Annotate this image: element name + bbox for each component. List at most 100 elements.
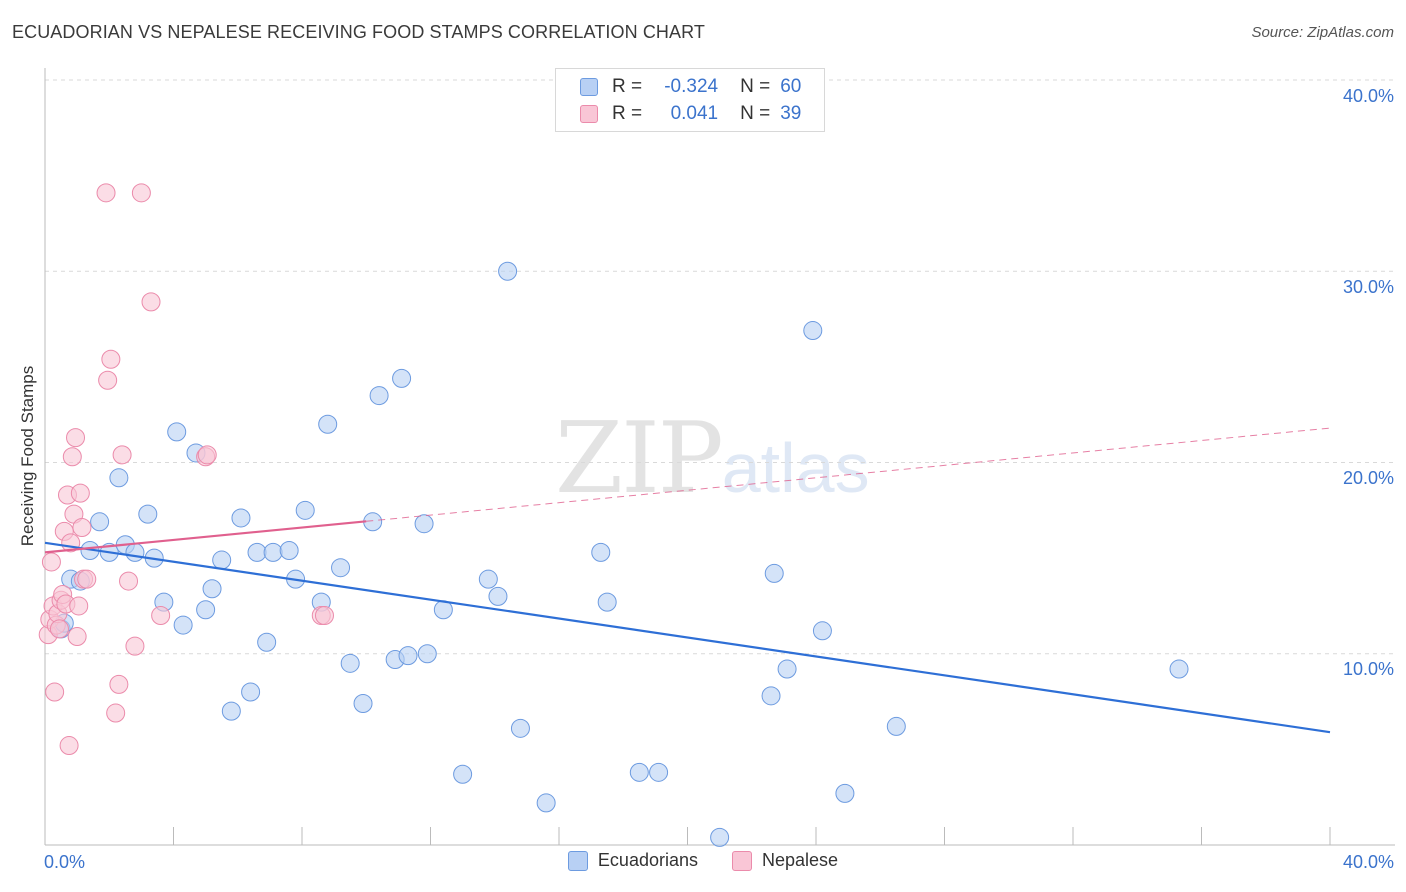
nepalese-point (59, 736, 79, 756)
ecuadorians-point (196, 600, 216, 620)
x-tick-label-40: 40.0% (1342, 852, 1394, 872)
ecuadorians-point (803, 321, 823, 341)
nepalese-point (67, 627, 87, 647)
source-credit: Source: ZipAtlas.com (1251, 24, 1394, 41)
chart-title: ECUADORIAN VS NEPALESE RECEIVING FOOD ST… (12, 22, 705, 42)
ecuadorians-point (886, 716, 906, 736)
nepalese-point (70, 483, 90, 503)
nepalese-point (125, 636, 145, 656)
ecuadorians-point (263, 542, 283, 562)
nepalese-point (101, 349, 121, 369)
y-tick-label-30: 30.0% (1342, 277, 1394, 297)
n-value: 39 (780, 103, 802, 124)
ecuadorians-point (398, 646, 418, 666)
ecuadorians-point (710, 827, 730, 847)
nepalese-point (314, 606, 334, 625)
ecuadorians-point (125, 542, 145, 562)
nepalese-point (41, 552, 61, 572)
y-tick-label-40: 40.0% (1342, 86, 1394, 106)
ecuadorians-point (453, 764, 473, 784)
ecuadorians-point (591, 542, 611, 562)
nepalese-point (62, 447, 82, 467)
nepalese-trend-line-extension (366, 427, 1331, 522)
ecuadorians-point (649, 762, 669, 782)
nepalese-swatch (580, 105, 598, 123)
legend-item-ecuadorians[interactable]: Ecuadorians (567, 850, 698, 871)
x-tick-label-0: 0.0% (44, 852, 86, 872)
ecuadorians-point (536, 793, 556, 813)
ecuadorians-point (417, 644, 437, 664)
watermark: ZIPatlas (555, 402, 870, 516)
legend-item-nepalese[interactable]: Nepalese (732, 850, 838, 871)
ecuadorians-point (488, 586, 508, 606)
nepalese-legend-swatch (732, 850, 752, 871)
nepalese-point (106, 703, 126, 723)
ecuadorians-point (835, 783, 855, 803)
ecuadorians-point (212, 550, 232, 570)
nepalese-point (131, 183, 151, 203)
ecuadorians-point (295, 500, 315, 520)
r-value: -0.324 (664, 76, 719, 97)
nepalese-point (66, 428, 86, 448)
ecuadorians-point (777, 659, 797, 679)
ecuadorians-point (257, 632, 277, 652)
ecuadorians-point (392, 368, 412, 388)
ecuadorians-point (231, 508, 251, 528)
ecuadorians-point (629, 762, 649, 782)
y-axis-label: Receiving Food Stamps (18, 365, 37, 547)
y-tick-label-10: 10.0% (1342, 659, 1394, 679)
nepalese-point (77, 569, 97, 589)
series-legend: Ecuadorians Nepalese (0, 850, 1406, 871)
nepalese-point (112, 445, 132, 465)
ecuadorians-point (764, 563, 784, 583)
ecuadorians-swatch (580, 78, 598, 96)
nepalese-point (49, 619, 69, 639)
ecuadorians-point (202, 579, 222, 599)
ecuadorians-point (498, 261, 518, 281)
ecuadorians-point (279, 540, 299, 560)
ecuadorians-point (414, 514, 434, 534)
ecuadorians-point (247, 542, 267, 562)
ecuadorians-point (478, 569, 498, 589)
ecuadorians-point (369, 386, 389, 406)
ecuadorians-point (812, 621, 832, 641)
ecuadorians-point (510, 718, 530, 738)
y-tick-label-20: 20.0% (1342, 468, 1394, 488)
nepalese-point (98, 370, 118, 390)
ecuadorians-legend-swatch (567, 850, 588, 871)
ecuadorians-point (761, 686, 781, 706)
n-label: N = (740, 76, 771, 97)
n-value: 60 (780, 76, 802, 97)
ecuadorians-point (138, 504, 158, 524)
ecuadorians-point (331, 558, 351, 578)
ecuadorians-point (353, 693, 373, 713)
nepalese-point (96, 183, 116, 203)
ecuadorians-point (221, 701, 241, 721)
nepalese-point (151, 606, 171, 625)
nepalese-point (119, 571, 139, 591)
n-label: N = (740, 103, 771, 124)
r-value: 0.041 (670, 103, 719, 124)
legend-row-ecuadorians: R = -0.324 N = 60 (580, 75, 801, 99)
ecuadorians-point (241, 682, 261, 702)
nepalese-point (72, 518, 92, 538)
nepalese-point (109, 674, 129, 694)
ecuadorians-point (318, 414, 338, 434)
ecuadorians-point (167, 422, 187, 442)
ecuadorians-point (340, 653, 360, 673)
ecuadorians-point (173, 615, 193, 635)
ecuadorians-trend-line (44, 541, 1331, 734)
legend-label: Nepalese (762, 850, 839, 870)
nepalese-point (69, 596, 89, 616)
nepalese-trend-line (44, 520, 367, 554)
r-label: R = (612, 103, 643, 124)
nepalese-point (45, 682, 65, 702)
legend-label: Ecuadorians (597, 850, 698, 870)
r-label: R = (612, 76, 643, 97)
legend-row-nepalese: R = 0.041 N = 39 (580, 102, 801, 126)
ecuadorians-point (90, 512, 110, 532)
nepalese-point (141, 292, 161, 312)
ecuadorians-point (109, 468, 129, 488)
ecuadorians-point (1169, 659, 1189, 679)
